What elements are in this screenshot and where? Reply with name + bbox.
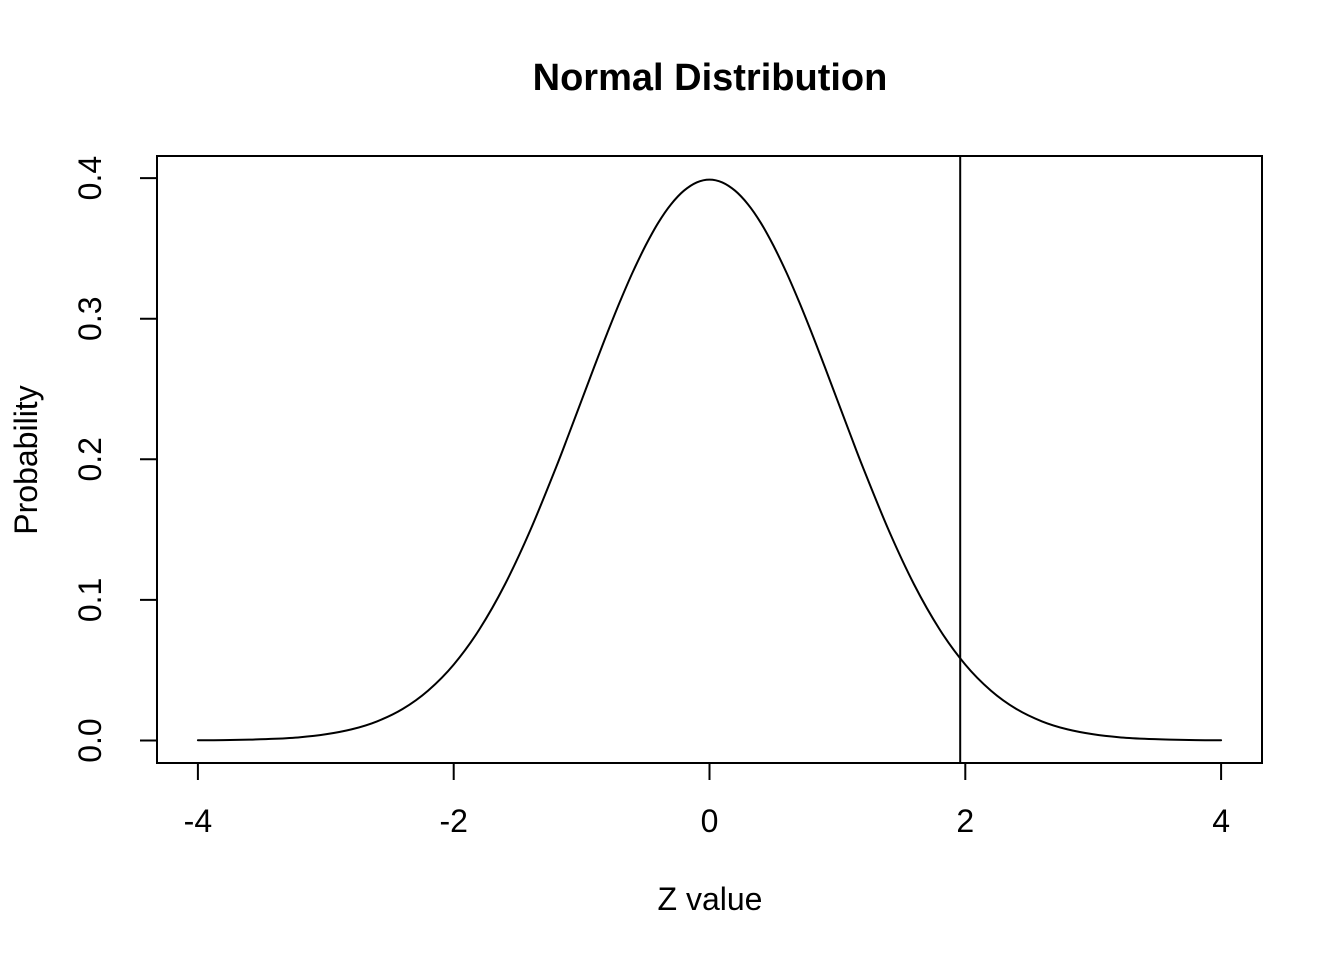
plot-box (156, 155, 1263, 764)
x-tick-label: -2 (439, 803, 467, 839)
y-tick-label: 0.2 (72, 437, 108, 481)
x-tick-label: 0 (701, 803, 719, 839)
y-tick-label: 0.4 (72, 156, 108, 200)
chart-title: Normal Distribution (533, 57, 888, 99)
x-axis-label: Z value (658, 881, 763, 917)
normal-curve (196, 178, 1223, 742)
x-tick-label: 2 (956, 803, 974, 839)
y-tick-label: 0.3 (72, 296, 108, 340)
y-tick-label: 0.0 (72, 718, 108, 762)
plot-area: -4 -2 0 2 4 0.0 0.1 0.2 0.3 0.4 (72, 155, 1263, 839)
y-axis-label: Probability (8, 385, 44, 534)
y-tick-label: 0.1 (72, 578, 108, 622)
x-tick-label: -4 (184, 803, 212, 839)
x-tick-label: 4 (1212, 803, 1230, 839)
